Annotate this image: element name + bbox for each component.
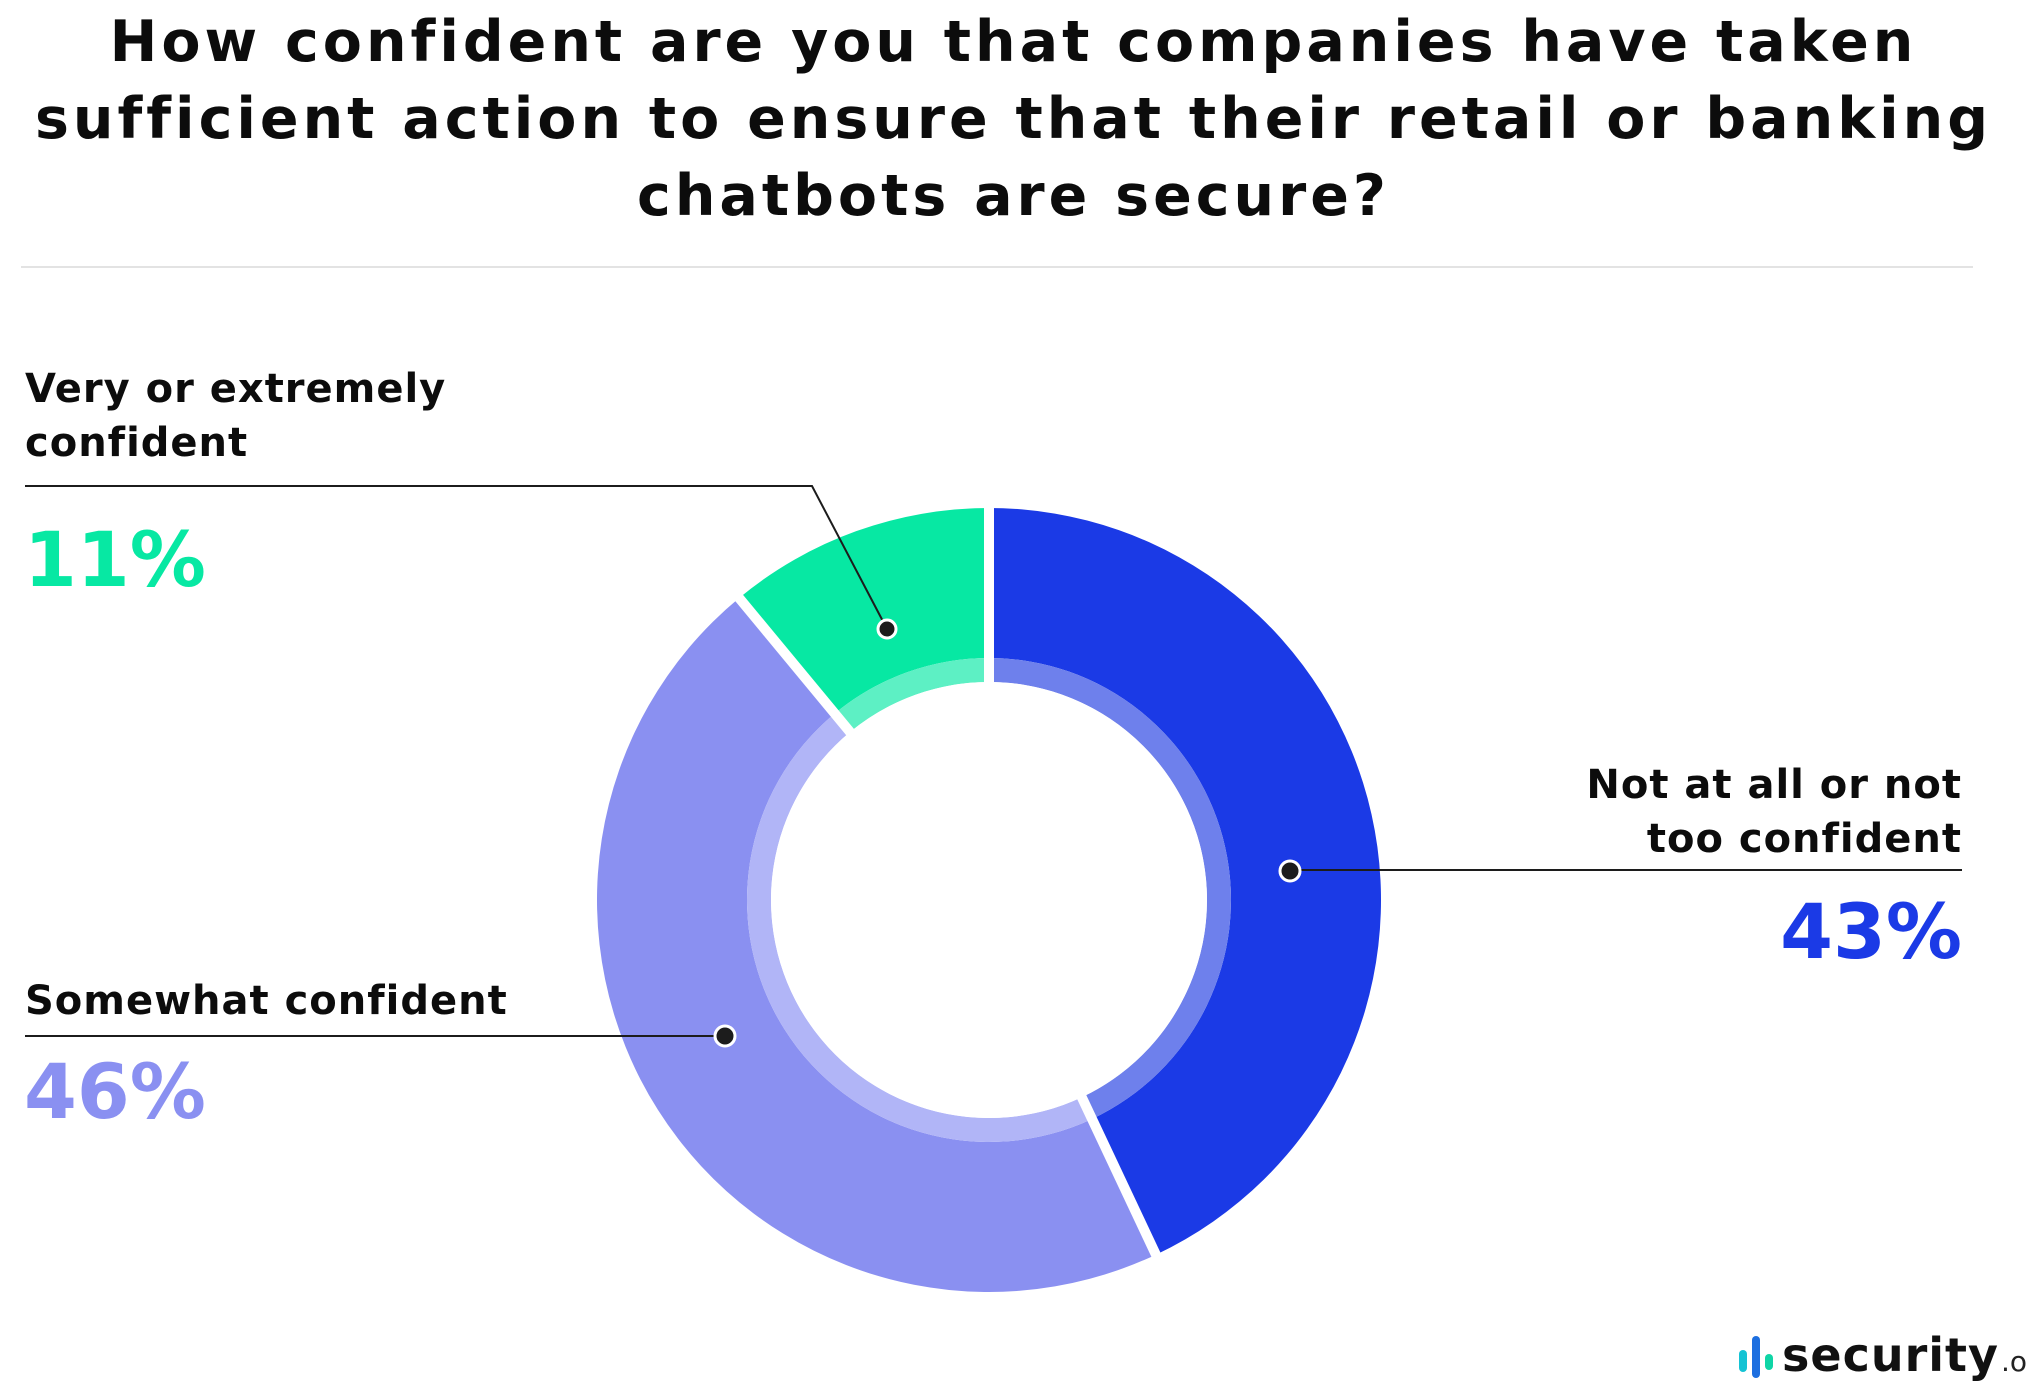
slice-separator [734,593,856,737]
donut-slices [596,508,1382,1293]
slice-not-at-all-or-not-too-confident [989,508,1382,1255]
brand-tld: .org [2001,1345,2027,1378]
brand-logo: security .org [1738,1328,2027,1378]
label-not: Not at all or not too confident [1586,762,1962,862]
label-somewhat: Somewhat confident [25,978,508,1024]
title-divider [21,266,1973,268]
label-very: Very or extremely confident [25,366,447,466]
leader-line-very [25,485,888,630]
leader-dot-somewhat [713,1024,737,1048]
inner-ring-not-at-all-or-not-too-confident [989,658,1231,1119]
inner-ring-very-or-extremely-confident [834,658,989,733]
leader-dot-not [1278,859,1302,883]
slice-separator [1076,1093,1162,1259]
leader-dot-very [876,618,898,640]
donut-inner-ring [746,658,1231,1143]
brand-name: security [1782,1328,2000,1382]
donut-hole [771,682,1207,1118]
bar-chart-icon [1739,1336,1773,1378]
value-very: 11% [24,515,206,604]
slice-very-or-extremely-confident [739,508,989,714]
chart-title: How confident are you that companies hav… [34,9,1993,229]
slice-somewhat-confident [596,597,1156,1293]
slice-separators [734,506,1162,1259]
value-somewhat: 46% [24,1047,206,1136]
value-not: 43% [1780,887,1962,976]
